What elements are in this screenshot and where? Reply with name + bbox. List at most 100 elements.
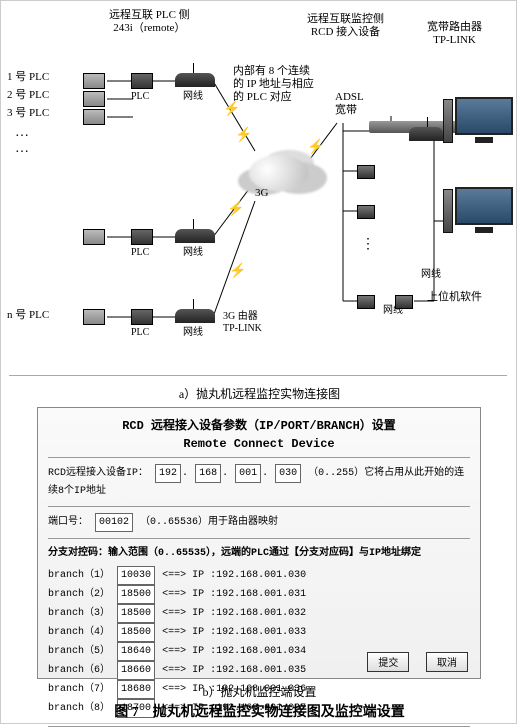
adsl-l1: ADSL [335,91,364,104]
plc3-left-icon [83,109,105,125]
port-label: 端口号： [48,517,88,528]
modem-2-icon [175,229,215,243]
branch-ip: 192.168.001.032 [216,608,306,619]
branch-post: ） [100,589,110,600]
bolt-2-icon: ⚡ [235,127,252,144]
branch-arrow: <==> IP : [156,627,216,638]
branch-pre: branch（ [48,589,94,600]
branch-arrow: <==> IP : [156,589,216,600]
branch-post: ） [100,665,110,676]
device-r3-icon [357,295,375,309]
divider-1 [48,457,470,458]
submit-button[interactable]: 提交 [367,652,409,672]
caption-a: a）抛丸机远程监控实物连接图 [1,385,517,402]
branch-row: branch（1） 10030 <==> IP :192.168.001.030 [48,566,470,585]
branch-code-input[interactable]: 18500 [117,585,155,604]
branch-pre: branch（ [48,665,94,676]
plc2-left-icon [83,91,105,107]
modem-1-icon [175,73,215,87]
modem-3-icon [175,309,215,323]
router-label-l1: 宽带路由器 [427,21,482,34]
bolt-1-icon: ⚡ [223,101,240,118]
wire-right-1: 网线 [421,269,441,281]
wire-txt-3: 网线 [183,327,203,339]
ip-octet-1[interactable]: 192 [155,464,181,483]
ip-note-l2: 的 IP 地址与相应 [233,78,314,91]
dlg-title-2: Remote Connect Device [48,437,470,451]
port-input[interactable]: 00102 [95,513,133,532]
wire-txt-1: 网线 [183,91,203,103]
branch-ip: 192.168.001.031 [216,589,306,600]
ip-note: 内部有 8 个连续 的 IP 地址与相应 的 PLC 对应 [233,65,314,105]
ip-octet-3[interactable]: 001 [235,464,261,483]
plc-mid-right-icon [131,229,153,245]
branch-arrow: <==> IP : [156,646,216,657]
threeg-router-l1: 3G 由器 [223,311,262,323]
branch-ip: 192.168.001.030 [216,570,306,581]
plc-n-right-icon [131,309,153,325]
ip-octet-2[interactable]: 168 [195,464,221,483]
caption-main: 图 7 抛丸机远程监控实物连接图及监控端设置 [1,701,517,721]
device-r2-icon [357,205,375,219]
divider-2 [48,506,470,507]
ip-row-label: RCD远程接入设备IP： [48,468,148,479]
router-label-l2: TP-LINK [427,34,482,47]
branch-post: ） [100,570,110,581]
dots-right: ⋮ [361,237,376,254]
threeg-router-l2: TP-LINK [223,323,262,335]
plc2-label: 2 号 PLC [7,89,49,102]
header-right-l2: RCD 接入设备 [307,26,384,39]
pc-bottom-icon [445,187,515,237]
bolt-5-icon: ⚡ [307,139,324,156]
branch-code-input[interactable]: 18660 [117,661,155,680]
router-right-icon [409,127,443,141]
header-left-l1: 远程互联 PLC 侧 [109,9,190,22]
branch-code-input[interactable]: 18500 [117,623,155,642]
branch-post: ） [100,646,110,657]
branch-ip: 192.168.001.034 [216,646,306,657]
caption-b: b）抛丸机监控端设置 [1,683,517,700]
adsl-label: ADSL 宽带 [335,91,364,117]
adsl-l2: 宽带 [335,104,364,117]
button-row: 提交 取消 [357,652,468,672]
cloud-icon [249,155,309,191]
network-diagram: 远程互联 PLC 侧 243i（remote） 远程互联监控侧 RCD 接入设备… [1,1,517,381]
cancel-button[interactable]: 取消 [426,652,468,672]
branch-arrow: <==> IP : [156,608,216,619]
host-sw-label: 上位机软件 [427,291,482,304]
wire-txt-2: 网线 [183,247,203,259]
plc1-label: 1 号 PLC [7,71,49,84]
threeg-label: 3G [255,187,268,200]
dots-2: … [15,141,30,158]
header-right-l1: 远程互联监控侧 [307,13,384,26]
bolt-3-icon: ⚡ [227,201,244,218]
plc-txt-1: PLC [131,91,149,103]
device-bottom-icon [395,295,413,309]
branch-pre: branch（ [48,627,94,638]
plc-n-left-icon [83,309,105,325]
sep-line [9,375,507,376]
ip-note-l3: 的 PLC 对应 [233,91,314,104]
ip-octet-4[interactable]: 030 [275,464,301,483]
branch-post: ） [100,608,110,619]
header-right: 远程互联监控侧 RCD 接入设备 [307,13,384,39]
branch-arrow: <==> IP : [156,570,216,581]
branch-code-input[interactable]: 10030 [117,566,155,585]
plc-txt-3: PLC [131,327,149,339]
plc-txt-2: PLC [131,247,149,259]
branch-pre: branch（ [48,608,94,619]
rcd-dialog: RCD 远程接入设备参数（IP/PORT/BRANCH）设置 Remote Co… [37,407,481,679]
branch-row: branch（4） 18500 <==> IP :192.168.001.033 [48,623,470,642]
branch-code-input[interactable]: 18640 [117,642,155,661]
branch-ip: 192.168.001.035 [216,665,306,676]
threeg-router: 3G 由器 TP-LINK [223,311,262,335]
branch-code-input[interactable]: 18500 [117,604,155,623]
plcn-label: n 号 PLC [7,309,49,322]
plc-mid-left-icon [83,229,105,245]
plc1-left-icon [83,73,105,89]
port-row: 端口号： 00102 （0..65536）用于路由器映射 [48,513,470,532]
branch-arrow: <==> IP : [156,665,216,676]
branch-ip: 192.168.001.033 [216,627,306,638]
plc-group1-right-icon [131,73,153,89]
port-hint: （0..65536）用于路由器映射 [140,517,278,528]
